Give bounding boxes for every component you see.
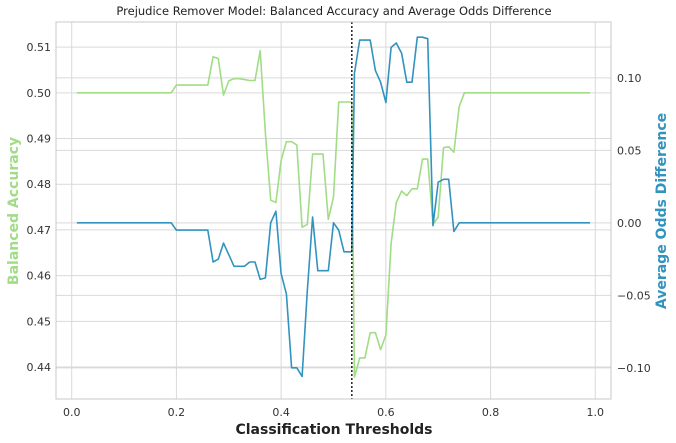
left-y-tick-labels: 0.44 0.45 0.46 0.47 0.48 0.49 0.50 0.51 bbox=[27, 41, 52, 374]
x-tick-label: 0.8 bbox=[482, 406, 500, 419]
x-tick-label: 0.2 bbox=[168, 406, 186, 419]
x-tick-label: 0.4 bbox=[272, 406, 290, 419]
right-y-tick-labels: −0.10 −0.05 0.00 0.05 0.10 bbox=[617, 72, 651, 375]
right-y-tick-label: 0.00 bbox=[617, 217, 642, 230]
x-tick-labels: 0.0 0.2 0.4 0.6 0.8 1.0 bbox=[63, 406, 604, 419]
right-y-axis-label: Average Odds Difference bbox=[654, 113, 670, 309]
left-y-tick-label: 0.50 bbox=[27, 87, 52, 100]
average-odds-difference-line bbox=[76, 36, 591, 378]
left-y-tick-label: 0.48 bbox=[27, 178, 52, 191]
left-y-tick-label: 0.47 bbox=[27, 224, 52, 237]
left-y-tick-label: 0.45 bbox=[27, 315, 52, 328]
left-y-tick-label: 0.51 bbox=[27, 41, 52, 54]
series-layer bbox=[76, 22, 591, 399]
right-y-tick-label: 0.10 bbox=[617, 72, 642, 85]
left-y-tick-label: 0.46 bbox=[27, 270, 52, 283]
right-y-tick-label: −0.05 bbox=[617, 289, 651, 302]
x-tick-label: 0.6 bbox=[377, 406, 395, 419]
grid bbox=[56, 22, 611, 399]
plot-frame bbox=[55, 21, 612, 400]
chart-title: Prejudice Remover Model: Balanced Accura… bbox=[116, 4, 551, 18]
balanced-accuracy-line bbox=[76, 49, 591, 378]
right-y-tick-label: −0.10 bbox=[617, 362, 651, 375]
right-y-tick-label: 0.05 bbox=[617, 144, 642, 157]
left-y-tick-label: 0.49 bbox=[27, 133, 52, 146]
x-tick-label: 1.0 bbox=[587, 406, 605, 419]
x-tick-label: 0.0 bbox=[63, 406, 81, 419]
x-axis-label: Classification Thresholds bbox=[235, 422, 432, 438]
left-y-axis-label: Balanced Accuracy bbox=[6, 137, 22, 285]
left-y-tick-label: 0.44 bbox=[27, 361, 52, 374]
